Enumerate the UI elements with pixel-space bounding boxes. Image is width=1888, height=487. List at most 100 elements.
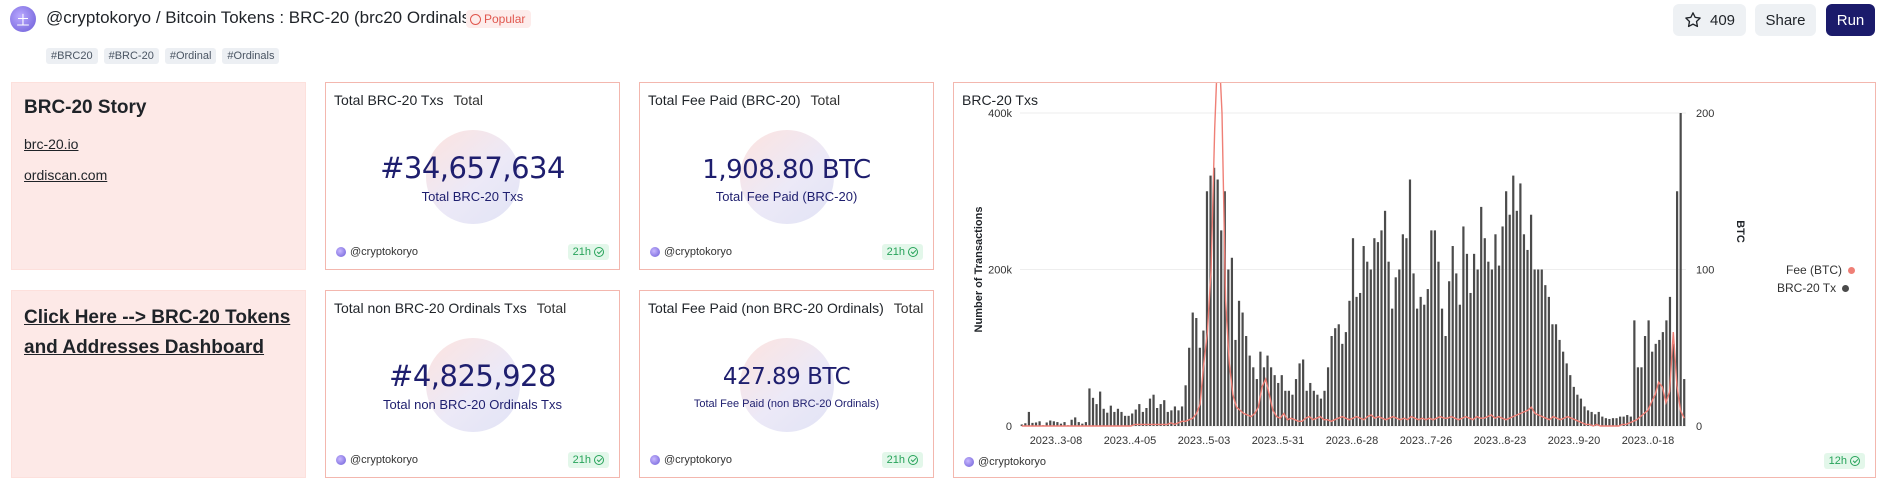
bar [1099, 391, 1102, 426]
author[interactable]: @cryptokoryo [336, 246, 418, 258]
link-ordiscan[interactable]: ordiscan.com [24, 167, 108, 183]
bar [1537, 269, 1540, 426]
dashboard-link[interactable]: Click Here --> BRC-20 Tokens and Address… [24, 307, 291, 358]
bar [1237, 300, 1241, 426]
author-name: @cryptokoryo [664, 246, 733, 258]
bar [1319, 398, 1323, 426]
x-tick-label: 2023..7-26 [1400, 435, 1453, 447]
legend-fee[interactable]: Fee (BTC) [1786, 263, 1856, 277]
counter-value: 1,908.80 BTC [702, 155, 871, 185]
bar [1177, 410, 1180, 426]
bar [1113, 411, 1116, 426]
bar [1451, 246, 1454, 426]
link-brc20[interactable]: brc-20.io [24, 136, 79, 152]
age-badge: 21h [567, 452, 609, 468]
card-subtitle: Total [453, 92, 484, 108]
bar [1180, 406, 1184, 426]
tag[interactable]: #Ordinals [222, 48, 280, 64]
legend-tx[interactable]: BRC-20 Tx [1777, 281, 1850, 295]
bar [1273, 375, 1276, 426]
bar [1123, 415, 1127, 426]
bar [1038, 421, 1041, 426]
bar [1544, 285, 1547, 426]
counter-label: Total BRC-20 Txs [421, 189, 524, 204]
bar [1259, 351, 1262, 426]
share-button[interactable]: Share [1755, 4, 1816, 36]
y-axis-label: Number of Transactions [973, 207, 985, 333]
legend-label: BRC-20 Tx [1777, 281, 1837, 295]
bar [1526, 249, 1529, 426]
bar [1408, 179, 1412, 426]
card-title[interactable]: Total Fee Paid (BRC-20) Total [648, 92, 840, 108]
bar [1312, 390, 1315, 426]
bar [1476, 269, 1479, 426]
check-icon [1850, 456, 1860, 466]
counter-value: #4,825,928 [389, 359, 556, 393]
bar [1376, 242, 1380, 426]
bar [1198, 347, 1201, 426]
bar [1220, 230, 1223, 426]
author[interactable]: @cryptokoryo [964, 456, 1046, 468]
check-icon [908, 455, 918, 465]
page-title: @cryptokoryo / Bitcoin Tokens : BRC-20 (… [46, 8, 476, 27]
tag[interactable]: #BRC20 [46, 48, 98, 64]
bar [1195, 318, 1198, 426]
bar [1059, 423, 1063, 426]
card-title-text: Total Fee Paid (BRC-20) [648, 92, 801, 108]
bar [1383, 210, 1387, 426]
bar [1031, 422, 1034, 426]
popular-badge: Popular [466, 10, 532, 28]
counter-background [426, 338, 520, 432]
bar [1255, 379, 1258, 426]
author[interactable]: @cryptokoryo [336, 454, 418, 466]
x-tick-label: 2023..9-20 [1548, 435, 1601, 447]
age-badge: 21h [881, 452, 923, 468]
bar [1654, 343, 1657, 426]
bar [1601, 416, 1604, 426]
x-tick-label: 2023..6-28 [1326, 435, 1379, 447]
bar [1163, 400, 1166, 426]
bar [1184, 385, 1187, 426]
bar [1579, 398, 1583, 426]
bar [1558, 339, 1561, 426]
x-tick-label: 2023..5-31 [1252, 435, 1305, 447]
bar [1091, 397, 1095, 426]
author-name: @cryptokoryo [978, 456, 1047, 468]
bar [1216, 179, 1219, 426]
chart-title[interactable]: BRC-20 Txs [962, 92, 1038, 108]
bar [1245, 336, 1248, 426]
author[interactable]: @cryptokoryo [650, 246, 732, 258]
bar [1440, 308, 1444, 426]
tag[interactable]: #Ordinal [164, 48, 217, 64]
bar [1529, 214, 1533, 426]
bar [1679, 113, 1682, 426]
bar [1405, 238, 1408, 426]
bar [1629, 416, 1632, 426]
bar [1280, 375, 1283, 426]
card-title[interactable]: Total Fee Paid (non BRC-20 Ordinals) Tota… [648, 300, 923, 316]
bar [1515, 210, 1518, 426]
bar [1241, 312, 1244, 426]
avatar[interactable]: 土 [10, 6, 36, 32]
bar [1138, 404, 1141, 426]
run-button[interactable]: Run [1826, 4, 1875, 36]
bar [1487, 261, 1490, 426]
card-title[interactable]: Total non BRC-20 Ordinals Txs Total [334, 300, 566, 316]
bar [1551, 324, 1554, 426]
bar [1077, 422, 1080, 426]
bar [1369, 269, 1372, 426]
tag[interactable]: #BRC-20 [103, 48, 159, 64]
bar [1334, 328, 1337, 426]
bar [1483, 238, 1486, 426]
avatar [336, 247, 346, 257]
bar [1106, 412, 1109, 426]
star-button[interactable]: 409 [1673, 4, 1746, 36]
age-text: 21h [886, 454, 905, 466]
card-title[interactable]: Total BRC-20 Txs Total [334, 92, 483, 108]
author[interactable]: @cryptokoryo [650, 454, 732, 466]
bar [1401, 234, 1404, 426]
bar [1494, 234, 1497, 426]
bar [1651, 351, 1654, 426]
bar [1359, 292, 1362, 426]
avatar [964, 457, 974, 467]
